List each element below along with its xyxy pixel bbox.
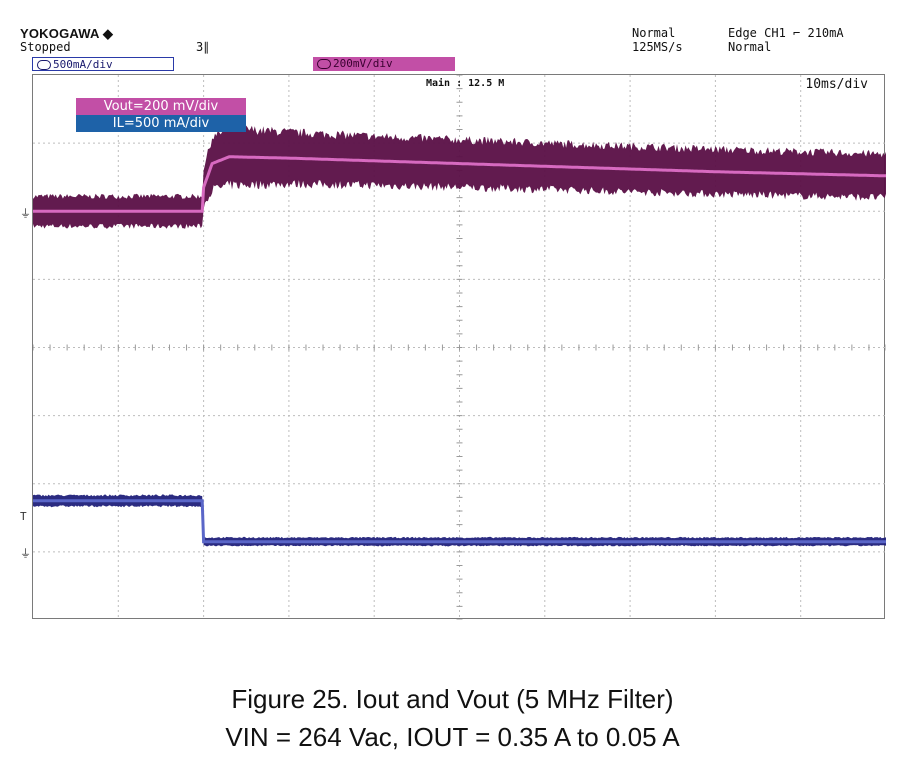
ch1-scale: 500mA/div — [53, 58, 113, 71]
trigger-setting: Edge CH1 ⌐ 210mA — [728, 26, 844, 40]
trigger-mode: Normal — [728, 40, 772, 54]
ch2-scale-box: 200mV/div — [313, 57, 455, 71]
series-il-line — [33, 499, 886, 544]
scope-screen: Main : 12.5 M 10ms/div — [32, 74, 886, 620]
figure-caption-conditions: VIN = 264 Vac, IOUT = 0.35 A to 0.05 A — [225, 722, 680, 752]
acq-mode: Normal — [632, 26, 676, 40]
legend-il: IL=500 mA/div — [76, 115, 246, 132]
probe-icon — [317, 59, 331, 69]
ch1-scale-box: 500mA/div — [32, 57, 174, 71]
ch1-ground-marker-icon: ⏚ — [20, 547, 31, 560]
figure-caption-title: Figure 25. Iout and Vout (5 MHz Filter) — [231, 684, 674, 714]
top-marker: 3∥ — [196, 40, 210, 54]
waveform-plot — [33, 75, 886, 620]
ch2-scale: 200mV/div — [333, 57, 393, 70]
probe-icon — [37, 60, 51, 70]
legend-vout: Vout=200 mV/div — [76, 98, 246, 115]
ch2-ground-marker-icon: ⏚ — [20, 207, 31, 220]
scope-header: YOKOGAWA ◆ Stopped 3∥ Normal 125MS/s Edg… — [0, 0, 905, 75]
brand-logo: YOKOGAWA ◆ — [20, 26, 114, 41]
trace-legend: Vout=200 mV/div IL=500 mA/div — [76, 98, 246, 132]
series-vout-band — [33, 123, 886, 229]
ch1-trigger-marker-icon: T — [20, 510, 27, 523]
sample-rate: 125MS/s — [632, 40, 683, 54]
timebase-label: 10ms/div — [805, 77, 868, 92]
acquisition-status: Stopped — [20, 40, 71, 54]
main-record-info: Main : 12.5 M — [426, 78, 505, 89]
series-vout-line — [33, 155, 886, 213]
